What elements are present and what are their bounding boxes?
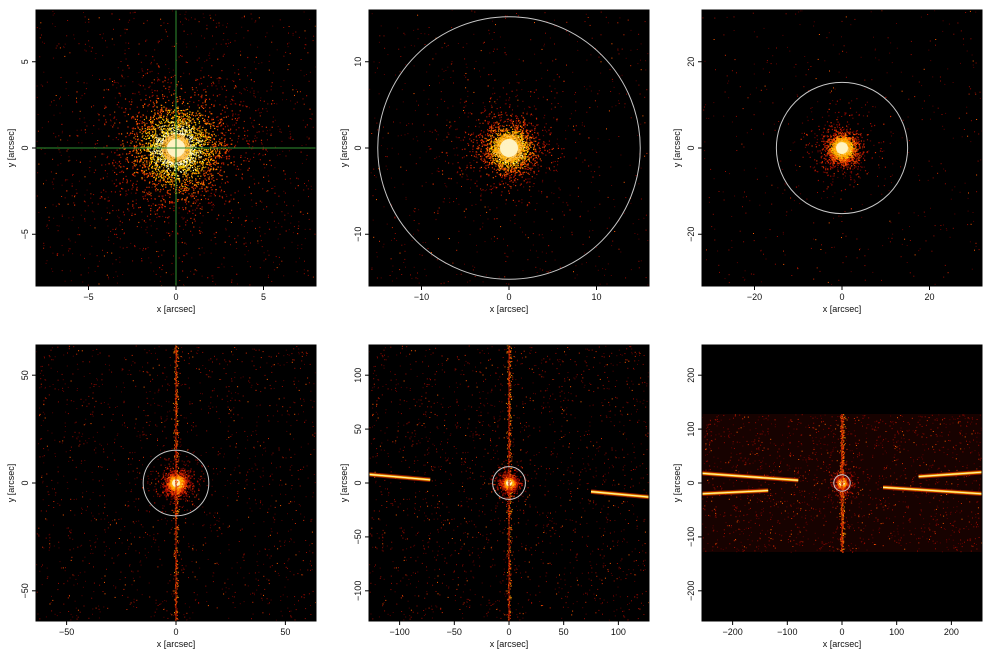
event-image	[702, 10, 982, 285]
x-tick-label: 0	[173, 292, 178, 302]
y-axis-label: y [arcsec]	[672, 464, 682, 503]
y-axis-label: y [arcsec]	[6, 464, 16, 503]
extraction-circle	[142, 449, 210, 517]
source-core	[836, 142, 848, 154]
x-tick-label: 0	[839, 627, 844, 637]
x-axis-label: x [arcsec]	[157, 304, 196, 314]
y-tick-label: −50	[20, 583, 30, 598]
y-tick-label: −10	[353, 227, 363, 242]
x-tick-label: −200	[722, 627, 742, 637]
x-axis-label: x [arcsec]	[823, 304, 862, 314]
x-axis-label: x [arcsec]	[823, 639, 862, 649]
y-axis-label: y [arcsec]	[672, 129, 682, 168]
x-tick-label: 0	[839, 292, 844, 302]
y-tick-label: −20	[686, 227, 696, 242]
y-tick-label: 50	[353, 424, 363, 434]
extraction-circle	[377, 16, 641, 280]
extraction-circle	[492, 466, 526, 500]
event-image	[702, 414, 982, 553]
event-image	[369, 10, 649, 286]
panel-6: −200 −100 0 100 200 −200 −100 0 100 200 x [arcsec]…	[672, 344, 983, 649]
x-tick-label: −5	[83, 292, 93, 302]
x-axis-label: x [arcsec]	[490, 304, 529, 314]
y-axis-label: y [arcsec]	[6, 129, 16, 168]
event-image	[36, 345, 316, 621]
x-tick-label: 100	[889, 627, 904, 637]
event-image	[369, 345, 649, 621]
x-tick-label: −10	[414, 292, 429, 302]
y-tick-label: 200	[686, 368, 696, 383]
y-tick-label: −100	[686, 527, 696, 547]
panel-4: −50 0 50 −50 0 50 x [arcsec] y [arcsec]	[6, 344, 317, 649]
x-tick-label: −100	[777, 627, 797, 637]
x-tick-label: 20	[924, 292, 934, 302]
y-tick-label: 0	[353, 480, 363, 485]
y-tick-label: 20	[686, 57, 696, 67]
y-tick-label: 0	[20, 145, 30, 150]
y-axis-label: y [arcsec]	[339, 129, 349, 168]
x-axis-label: x [arcsec]	[157, 639, 196, 649]
x-tick-label: −100	[389, 627, 409, 637]
x-tick-label: −50	[59, 627, 74, 637]
x-tick-label: 200	[944, 627, 959, 637]
x-tick-label: 100	[611, 627, 626, 637]
x-tick-label: −50	[447, 627, 462, 637]
x-axis-label: x [arcsec]	[490, 639, 529, 649]
x-tick-label: 0	[173, 627, 178, 637]
x-tick-label: 5	[261, 292, 266, 302]
y-tick-label: 100	[353, 368, 363, 383]
panel-1: −5 0 5 −5 0 5 x [arcsec] y [arcsec]	[6, 9, 317, 314]
y-tick-label: −200	[686, 581, 696, 601]
panel-5: −100 −50 0 50 100 −100 −50 0 50 100 x [arcsec] y [a…	[339, 344, 650, 649]
panel-2: −10 0 10 −10 0 10 x [arcsec] y [arcsec]	[339, 9, 650, 314]
x-tick-label: 0	[506, 627, 511, 637]
x-tick-label: 10	[591, 292, 601, 302]
x-tick-label: −20	[747, 292, 762, 302]
extraction-circle	[775, 81, 909, 215]
y-tick-label: 10	[353, 57, 363, 67]
y-tick-label: 0	[353, 145, 363, 150]
extraction-circle	[833, 474, 851, 492]
x-tick-label: 50	[280, 627, 290, 637]
y-tick-label: 5	[20, 59, 30, 64]
y-tick-label: 0	[20, 480, 30, 485]
y-tick-label: 0	[686, 145, 696, 150]
y-tick-label: 100	[686, 422, 696, 437]
y-tick-label: 50	[20, 370, 30, 380]
event-image	[36, 10, 316, 286]
source-core	[500, 139, 518, 157]
y-axis-label: y [arcsec]	[339, 464, 349, 503]
y-tick-label: 0	[686, 480, 696, 485]
y-tick-label: −50	[353, 529, 363, 544]
panel-3: −20 0 20 −20 0 20 x [arcsec] y [arcsec]	[672, 9, 983, 314]
y-tick-label: −5	[20, 229, 30, 239]
y-tick-label: −100	[353, 581, 363, 601]
x-tick-label: 50	[559, 627, 569, 637]
x-tick-label: 0	[506, 292, 511, 302]
